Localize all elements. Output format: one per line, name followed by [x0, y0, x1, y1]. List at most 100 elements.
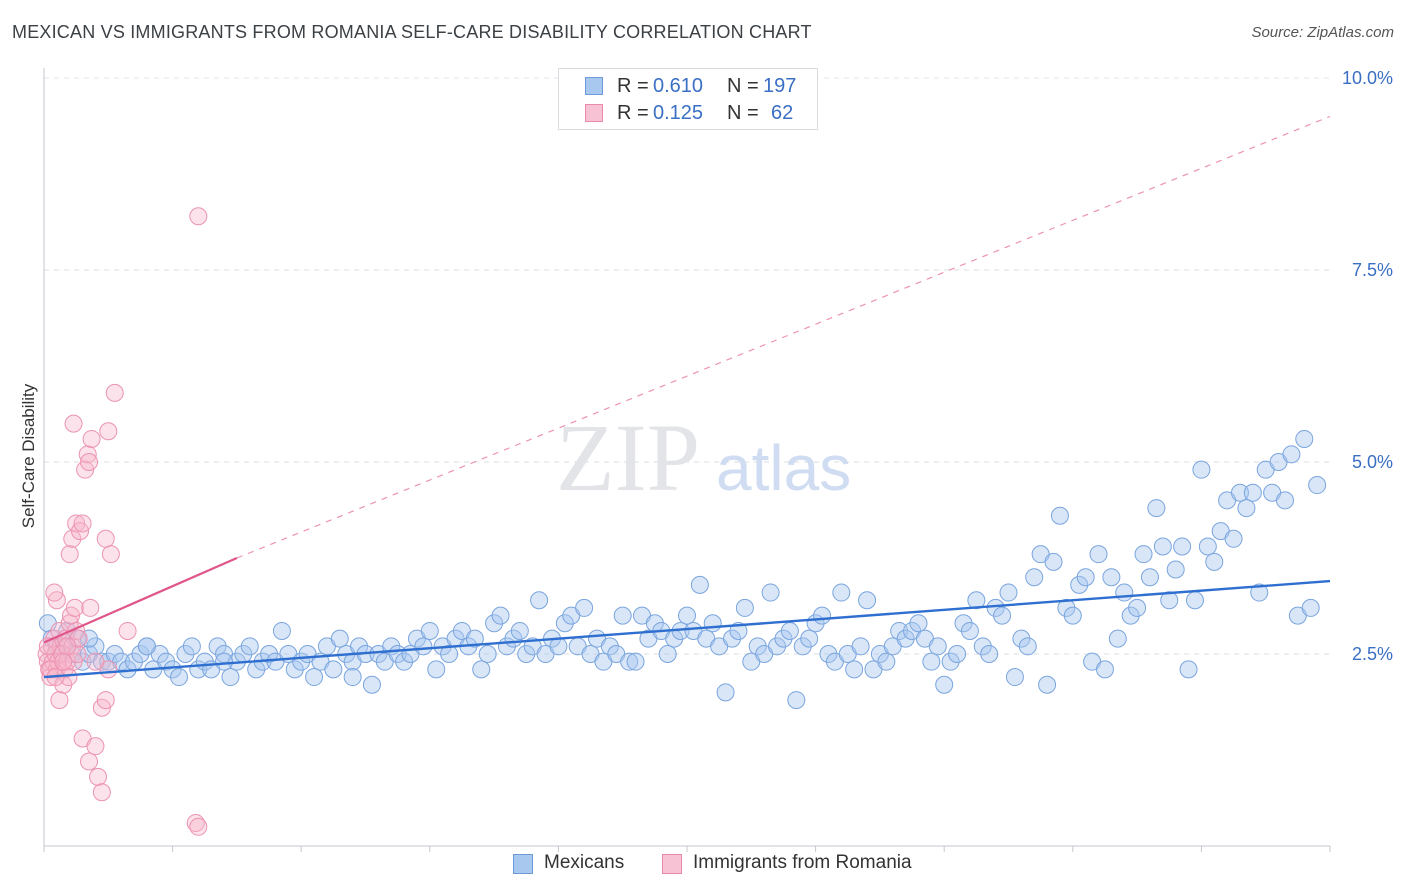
- chart-title: MEXICAN VS IMMIGRANTS FROM ROMANIA SELF-…: [12, 22, 812, 42]
- data-point-mexicans: [800, 629, 819, 648]
- data-point-mexicans: [1173, 537, 1192, 556]
- data-point-mexicans: [472, 660, 491, 679]
- y-tick-label: 2.5%: [1352, 644, 1393, 664]
- data-point-romania: [64, 414, 83, 433]
- data-point-romania: [92, 783, 111, 802]
- data-point-mexicans: [993, 606, 1012, 625]
- data-point-mexicans: [86, 637, 105, 656]
- mexicans-trend-line: [43, 579, 1331, 679]
- y-axis-label: Self-Care Disability: [19, 383, 38, 528]
- data-point-mexicans: [324, 660, 343, 679]
- data-point-mexicans: [131, 645, 150, 663]
- pink-swatch: [662, 854, 682, 874]
- data-point-romania: [118, 621, 137, 640]
- data-point-mexicans: [851, 637, 870, 656]
- data-point-mexicans: [1025, 568, 1044, 587]
- data-point-mexicans: [690, 575, 709, 594]
- data-point-mexicans: [1230, 483, 1249, 502]
- data-point-mexicans: [890, 621, 909, 640]
- data-point-mexicans: [1063, 606, 1082, 625]
- data-point-mexicans: [1018, 637, 1037, 656]
- data-point-mexicans: [832, 583, 851, 602]
- data-point-mexicans: [960, 621, 979, 640]
- data-point-mexicans: [1095, 660, 1114, 679]
- data-point-mexicans: [1070, 575, 1089, 594]
- n-value: 62: [771, 102, 794, 124]
- data-point-mexicans: [350, 637, 369, 656]
- data-point-mexicans: [948, 645, 967, 663]
- data-point-mexicans: [510, 621, 529, 640]
- data-point-mexicans: [530, 591, 549, 610]
- data-point-mexicans: [1192, 460, 1211, 479]
- data-point-mexicans: [793, 637, 812, 656]
- data-point-mexicans: [215, 652, 234, 671]
- data-point-mexicans: [1038, 675, 1057, 694]
- source-label: Source: ZipAtlas.com: [1251, 24, 1394, 41]
- data-point-romania: [58, 637, 77, 656]
- watermark-atlas: atlas: [716, 432, 851, 504]
- data-point-mexicans: [986, 598, 1005, 617]
- data-point-romania: [86, 652, 105, 671]
- data-point-mexicans: [170, 668, 189, 687]
- blue-swatch: [513, 854, 533, 874]
- data-point-mexicans: [909, 614, 928, 633]
- data-point-mexicans: [1147, 499, 1166, 518]
- data-point-mexicans: [1134, 545, 1153, 564]
- trend-lines: [43, 115, 1331, 679]
- n-label: N =: [727, 102, 759, 124]
- data-point-mexicans: [1115, 583, 1134, 602]
- watermark: ZIP atlas: [556, 404, 851, 511]
- data-point-romania: [54, 652, 73, 671]
- data-point-mexicans: [658, 645, 677, 663]
- mexicans-points: [38, 429, 1327, 710]
- data-point-mexicans: [626, 652, 645, 671]
- data-point-mexicans: [1012, 629, 1031, 648]
- data-point-mexicans: [330, 629, 349, 648]
- r-label: R =: [617, 75, 649, 97]
- data-point-mexicans: [99, 652, 118, 671]
- tick-labels: 2.5%5.0%7.5%10.0%0.0%100.0%: [1342, 68, 1393, 664]
- data-point-mexicans: [967, 591, 986, 610]
- data-point-mexicans: [176, 645, 195, 663]
- data-point-mexicans: [761, 583, 780, 602]
- data-point-mexicans: [420, 621, 439, 640]
- data-point-mexicans: [787, 691, 806, 710]
- data-point-mexicans: [813, 606, 832, 625]
- data-point-romania: [81, 598, 100, 617]
- data-point-mexicans: [549, 637, 568, 656]
- data-point-mexicans: [105, 645, 124, 663]
- data-point-mexicans: [877, 652, 896, 671]
- data-point-romania: [189, 207, 208, 226]
- data-point-romania: [60, 545, 79, 564]
- data-point-mexicans: [922, 652, 941, 671]
- data-point-mexicans: [575, 598, 594, 617]
- data-point-mexicans: [703, 614, 722, 633]
- data-point-mexicans: [285, 660, 304, 679]
- data-point-mexicans: [1301, 598, 1320, 617]
- data-point-mexicans: [774, 629, 793, 648]
- data-point-romania: [45, 583, 64, 602]
- data-point-mexicans: [1185, 591, 1204, 610]
- data-point-mexicans: [163, 660, 182, 679]
- data-point-romania: [99, 422, 118, 441]
- y-tick-label: 5.0%: [1352, 452, 1393, 472]
- blue-swatch: [585, 77, 603, 95]
- data-point-mexicans: [954, 614, 973, 633]
- data-point-mexicans: [980, 645, 999, 663]
- data-point-mexicans: [1089, 545, 1108, 564]
- data-point-mexicans: [1121, 606, 1140, 625]
- data-point-mexicans: [1140, 568, 1159, 587]
- data-point-mexicans: [272, 621, 291, 640]
- data-point-mexicans: [157, 652, 176, 671]
- data-point-romania: [189, 817, 208, 836]
- stats-legend: R = 0.610 N = 197 R = 0.125 N = 62: [558, 68, 818, 130]
- data-point-romania: [80, 453, 99, 471]
- y-tick-label: 7.5%: [1352, 260, 1393, 280]
- scatter-chart: ZIP atlas 2.5%5.0%7.5%10.0%0.0%100.0% Se…: [19, 68, 1393, 852]
- data-point-mexicans: [1044, 552, 1063, 571]
- data-point-mexicans: [1160, 591, 1179, 610]
- data-point-mexicans: [555, 614, 574, 633]
- data-point-romania: [105, 383, 124, 402]
- data-point-romania: [86, 737, 105, 756]
- romania-trend-extension: [236, 115, 1331, 559]
